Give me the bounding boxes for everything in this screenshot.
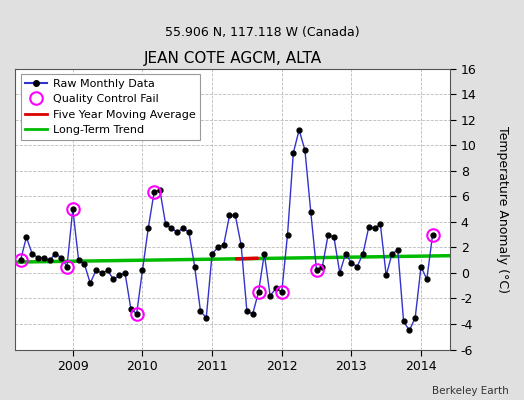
Title: JEAN COTE AGCM, ALTA: JEAN COTE AGCM, ALTA (144, 51, 322, 66)
Legend: Raw Monthly Data, Quality Control Fail, Five Year Moving Average, Long-Term Tren: Raw Monthly Data, Quality Control Fail, … (20, 74, 200, 140)
Text: 55.906 N, 117.118 W (Canada): 55.906 N, 117.118 W (Canada) (165, 26, 359, 39)
Y-axis label: Temperature Anomaly (°C): Temperature Anomaly (°C) (496, 126, 509, 292)
Text: Berkeley Earth: Berkeley Earth (432, 386, 508, 396)
